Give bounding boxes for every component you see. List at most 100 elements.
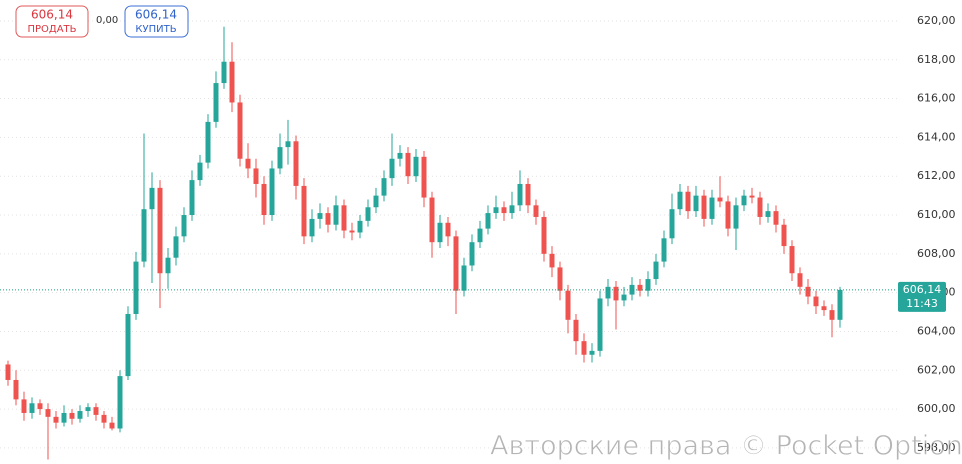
candle-body <box>277 147 283 169</box>
candle-body <box>61 412 67 423</box>
y-tick-label: 604,00 <box>917 324 956 337</box>
candle-body <box>501 207 507 214</box>
candle-body <box>381 178 387 196</box>
candle-body <box>797 273 803 287</box>
candle-body <box>829 310 835 320</box>
candle-body <box>717 197 723 202</box>
candle-body <box>85 407 91 412</box>
candle-body <box>805 286 811 297</box>
candle-body <box>13 379 19 400</box>
candle-body <box>709 197 715 219</box>
candle-body <box>581 341 587 355</box>
candle-body <box>237 102 243 159</box>
candle-body <box>109 422 115 429</box>
candle-body <box>637 284 643 291</box>
candle-body <box>813 296 819 307</box>
plot-area <box>0 26 897 460</box>
buy-button-frame[interactable] <box>124 5 189 38</box>
candle-body <box>245 158 251 169</box>
sell-button[interactable]: 606,14 ПРОДАТЬ <box>15 5 89 38</box>
buy-button[interactable]: 606,14 КУПИТЬ <box>124 5 189 38</box>
candle-body <box>285 141 291 148</box>
candle-body <box>397 152 403 159</box>
candle-body <box>789 246 795 274</box>
candle-body <box>373 195 379 208</box>
candle-body <box>357 220 363 233</box>
price-axis: 598,00600,00602,00604,00606,00608,00610,… <box>898 14 956 454</box>
candle-body <box>5 364 11 380</box>
candle-body <box>229 61 235 103</box>
candle-body <box>53 416 59 423</box>
current-price-label: 606,14 <box>903 283 942 296</box>
candle-body <box>181 215 187 237</box>
candle-body <box>765 211 771 217</box>
spread: 0,00 <box>96 15 118 26</box>
candle-body <box>293 141 299 186</box>
candle-body <box>509 205 515 214</box>
y-tick-label: 620,00 <box>917 14 956 27</box>
y-tick-label: 610,00 <box>917 208 956 221</box>
candle-body <box>437 222 443 243</box>
candle-body <box>389 158 395 179</box>
candle-body <box>525 183 531 206</box>
candle-body <box>93 407 99 415</box>
candle-body <box>341 205 347 231</box>
grid <box>0 20 897 449</box>
candle-body <box>173 236 179 258</box>
candle-body <box>645 279 651 291</box>
candle-body <box>269 168 275 216</box>
candle-body <box>613 286 619 301</box>
candle-body <box>757 197 763 217</box>
candle-body <box>349 230 355 233</box>
candle-body <box>701 195 707 219</box>
candle-body <box>725 201 731 229</box>
candle-body <box>429 197 435 243</box>
candle-body <box>101 414 107 423</box>
candle-body <box>469 242 475 266</box>
candle-body <box>557 267 563 291</box>
candle-body <box>485 213 491 229</box>
candle-body <box>693 195 699 212</box>
candle-body <box>309 218 315 237</box>
y-tick-label: 608,00 <box>917 247 956 260</box>
candle-body <box>77 411 83 419</box>
candle-body <box>413 156 419 177</box>
candle-body <box>221 61 227 84</box>
candle-body <box>189 180 195 216</box>
y-tick-label: 614,00 <box>917 130 956 143</box>
buy-label: КУПИТЬ <box>135 24 176 35</box>
candle-body <box>325 213 331 225</box>
candle-body <box>445 222 451 237</box>
candle-body <box>301 185 307 237</box>
y-tick-label: 618,00 <box>917 53 956 66</box>
candle-body <box>597 298 603 351</box>
sell-button-frame[interactable] <box>15 5 89 38</box>
y-tick-label: 598,00 <box>917 441 956 454</box>
candle-body <box>837 289 843 320</box>
candle-body <box>477 228 483 243</box>
candle-body <box>421 156 427 198</box>
candle-body <box>629 284 635 295</box>
candle-body <box>741 195 747 206</box>
candle-body <box>37 403 43 410</box>
price-badge <box>898 281 946 312</box>
candle-body <box>405 152 411 177</box>
candle-body <box>661 238 667 262</box>
candle-body <box>781 224 787 247</box>
candle-body <box>749 195 755 198</box>
candle-body <box>317 213 323 219</box>
candle-body <box>21 399 27 413</box>
candle-body <box>453 236 459 291</box>
candle-body <box>733 205 739 229</box>
y-tick-label: 600,00 <box>917 402 956 415</box>
candle-body <box>69 412 75 419</box>
candle-body <box>565 290 571 320</box>
candle-body <box>197 162 203 181</box>
candle-body <box>621 294 627 301</box>
candle-body <box>253 168 259 184</box>
candle-body <box>773 211 779 225</box>
buy-price: 606,14 <box>135 8 177 22</box>
candle-body <box>461 265 467 291</box>
current-time-label: 11:43 <box>906 297 938 310</box>
